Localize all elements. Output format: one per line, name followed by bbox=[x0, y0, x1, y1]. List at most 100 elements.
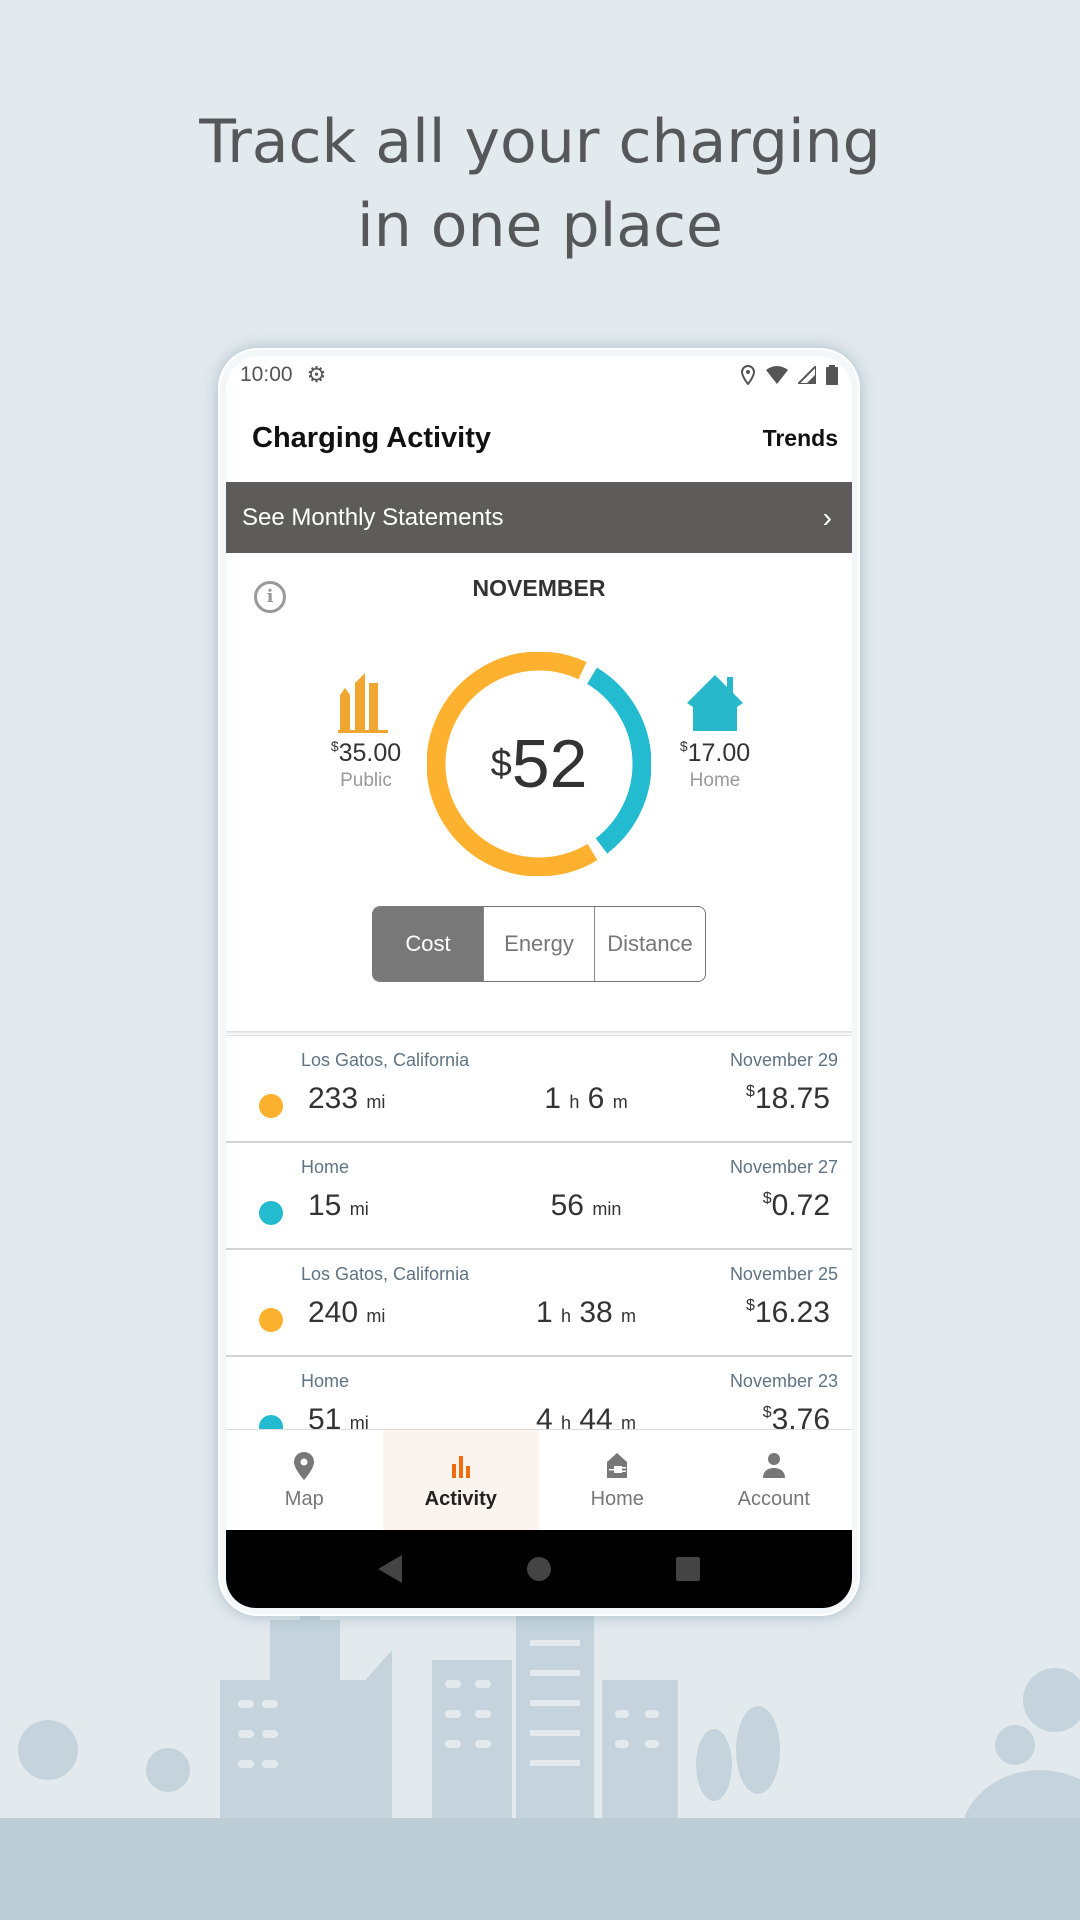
duration-minutes: 44 bbox=[579, 1403, 613, 1429]
session-location: Home bbox=[301, 1371, 350, 1391]
session-duration: 1 h 6 m bbox=[486, 1082, 686, 1116]
public-amount: 35.00 bbox=[338, 739, 402, 767]
session-type-dot bbox=[259, 1201, 283, 1225]
unit: m bbox=[612, 1092, 628, 1112]
session-distance: 15 mi bbox=[308, 1189, 369, 1223]
session-date: November 23 bbox=[729, 1371, 838, 1391]
session-cost: $0.72 bbox=[763, 1189, 830, 1223]
nav-label: Account bbox=[737, 1487, 810, 1510]
nav-label: Home bbox=[590, 1487, 644, 1510]
cost-value: 16.23 bbox=[754, 1296, 830, 1329]
person-icon bbox=[762, 1452, 785, 1478]
duration-hours: 4 bbox=[535, 1403, 553, 1429]
public-label: Public bbox=[340, 770, 392, 791]
session-date: November 25 bbox=[729, 1264, 838, 1284]
city-skyline-illustration bbox=[0, 1600, 1080, 1920]
unit: m bbox=[621, 1306, 637, 1326]
header: Charging Activity Trends bbox=[226, 394, 852, 482]
session-location: Home bbox=[301, 1157, 350, 1177]
currency-symbol: $ bbox=[762, 1190, 772, 1207]
nav-map[interactable]: Map bbox=[226, 1430, 383, 1530]
session-duration: 4 h 44 m bbox=[486, 1403, 686, 1429]
session-distance: 240 mi bbox=[308, 1296, 385, 1330]
session-duration: 56 min bbox=[486, 1189, 686, 1223]
unit: m bbox=[621, 1413, 637, 1429]
unit: mi bbox=[366, 1306, 386, 1326]
map-pin-icon bbox=[294, 1451, 315, 1480]
status-bar: 10:00 ⚙ bbox=[226, 356, 852, 394]
distance-value: 15 bbox=[308, 1189, 342, 1222]
session-type-dot bbox=[259, 1308, 283, 1332]
currency-symbol: $ bbox=[762, 1404, 772, 1421]
session-row[interactable]: Los Gatos, California November 29 233 mi… bbox=[226, 1036, 852, 1143]
distance-value: 233 bbox=[308, 1082, 359, 1115]
nav-activity[interactable]: Activity bbox=[382, 1430, 539, 1530]
phone-frame: 10:00 ⚙ Charging Activity Trends See Mon… bbox=[218, 348, 860, 1616]
gear-icon: ⚙ bbox=[306, 362, 327, 387]
public-summary: $35.00 Public bbox=[306, 673, 426, 792]
nav-label: Activity bbox=[424, 1487, 497, 1510]
nav-account[interactable]: Account bbox=[696, 1430, 853, 1530]
metric-toggle: Cost Energy Distance bbox=[372, 906, 706, 982]
info-icon[interactable]: i bbox=[254, 581, 286, 613]
cost-donut-chart bbox=[427, 652, 651, 876]
session-row[interactable]: Los Gatos, California November 25 240 mi… bbox=[226, 1250, 852, 1357]
currency-symbol: $ bbox=[746, 1083, 755, 1100]
home-label: Home bbox=[689, 770, 741, 791]
donut-segment-public bbox=[427, 652, 598, 876]
session-cost: $16.23 bbox=[746, 1296, 830, 1330]
trends-button[interactable]: Trends bbox=[762, 424, 838, 451]
session-duration: 1 h 38 m bbox=[486, 1296, 686, 1330]
unit: min bbox=[592, 1199, 622, 1219]
month-label: NOVEMBER bbox=[472, 575, 606, 601]
headline: Track all your charging in one place bbox=[0, 100, 1080, 268]
distance-value: 51 bbox=[308, 1403, 342, 1429]
session-date: November 27 bbox=[729, 1157, 838, 1177]
app-screen: 10:00 ⚙ Charging Activity Trends See Mon… bbox=[226, 356, 852, 1608]
toggle-energy[interactable]: Energy bbox=[483, 907, 594, 981]
battery-icon bbox=[826, 365, 838, 385]
currency-symbol: $ bbox=[746, 1297, 755, 1314]
session-location: Los Gatos, California bbox=[301, 1264, 470, 1284]
unit: mi bbox=[366, 1092, 386, 1112]
cost-value: 18.75 bbox=[754, 1082, 830, 1115]
page-title: Charging Activity bbox=[252, 421, 492, 454]
monthly-statements-label: See Monthly Statements bbox=[242, 503, 504, 531]
duration-hours: 1 bbox=[535, 1296, 553, 1329]
session-distance: 51 mi bbox=[308, 1403, 369, 1429]
monthly-statements-button[interactable]: See Monthly Statements › bbox=[226, 482, 852, 553]
session-cost: $18.75 bbox=[746, 1082, 830, 1116]
session-row[interactable]: Home November 23 51 mi 4 h 44 m $3.76 bbox=[226, 1357, 852, 1429]
home-amount: 17.00 bbox=[687, 739, 751, 767]
session-date: November 29 bbox=[729, 1050, 838, 1070]
unit: mi bbox=[349, 1199, 369, 1219]
home-summary: $17.00 Home bbox=[655, 673, 775, 792]
back-icon[interactable] bbox=[378, 1555, 402, 1583]
session-type-dot bbox=[259, 1415, 283, 1429]
sessions-list[interactable]: Los Gatos, California November 29 233 mi… bbox=[226, 1035, 852, 1429]
unit: h bbox=[569, 1092, 580, 1112]
signal-icon bbox=[798, 366, 816, 384]
toggle-distance[interactable]: Distance bbox=[594, 907, 705, 981]
cost-value: 0.72 bbox=[771, 1189, 830, 1222]
system-nav-bar bbox=[226, 1530, 852, 1608]
monthly-summary: i NOVEMBER $35.00 Public $17.00 Home $52… bbox=[226, 553, 852, 1031]
session-distance: 233 mi bbox=[308, 1082, 385, 1116]
session-row[interactable]: Home November 27 15 mi 56 min $0.72 bbox=[226, 1143, 852, 1250]
total-amount: 52 bbox=[511, 726, 588, 802]
recents-icon[interactable] bbox=[676, 1557, 700, 1581]
unit: h bbox=[560, 1306, 571, 1326]
toggle-cost[interactable]: Cost bbox=[373, 907, 483, 981]
duration-minutes: 56 bbox=[550, 1189, 584, 1222]
headline-line-1: Track all your charging bbox=[199, 107, 881, 177]
duration-minutes: 6 bbox=[587, 1082, 605, 1115]
nav-home[interactable]: Home bbox=[539, 1430, 696, 1530]
home-charger-icon bbox=[607, 1452, 628, 1478]
chevron-right-icon: › bbox=[822, 501, 832, 533]
status-time: 10:00 bbox=[240, 363, 293, 386]
headline-line-2: in one place bbox=[357, 191, 723, 261]
bar-chart-icon bbox=[451, 1455, 470, 1478]
home-circle-icon[interactable] bbox=[526, 1556, 552, 1582]
cost-value: 3.76 bbox=[771, 1403, 830, 1429]
currency-symbol: $ bbox=[490, 742, 512, 785]
